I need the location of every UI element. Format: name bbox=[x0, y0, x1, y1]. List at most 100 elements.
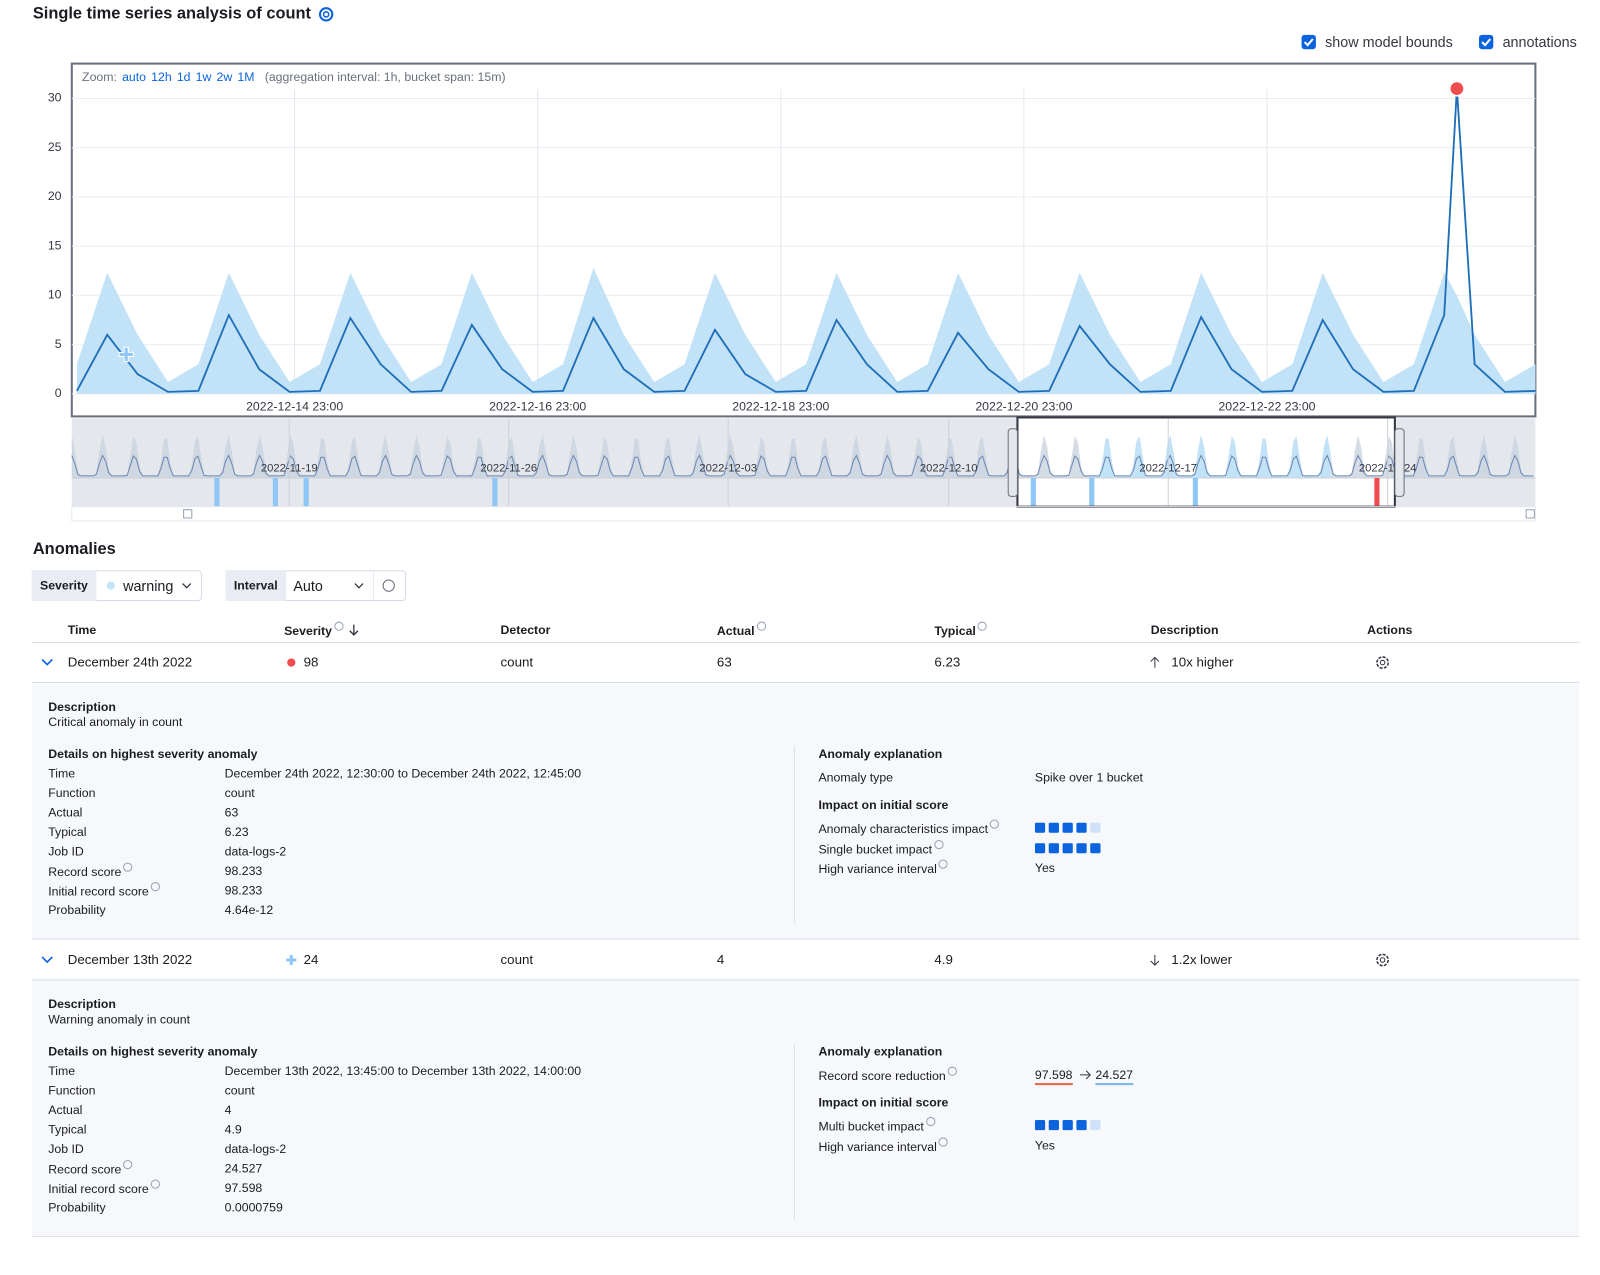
cell-detector: count bbox=[500, 654, 534, 670]
impact-square bbox=[1076, 822, 1087, 833]
panel-divider bbox=[793, 1044, 795, 1221]
impact-square bbox=[1048, 822, 1059, 833]
navigator-label: 2022-11-19 bbox=[261, 463, 318, 475]
help-icon[interactable] bbox=[925, 1116, 936, 1127]
zoom-option[interactable]: 2w bbox=[216, 69, 233, 85]
navigator-label: 2022-12-24 bbox=[1359, 463, 1417, 475]
help-icon[interactable] bbox=[990, 819, 1000, 829]
impact-label: High variance interval bbox=[818, 859, 949, 876]
navigator-line bbox=[71, 454, 1534, 477]
impact-square bbox=[1076, 1119, 1087, 1131]
help-icon[interactable] bbox=[334, 621, 344, 631]
navigator-label: 2022-12-17 bbox=[1139, 463, 1197, 475]
x-tick-label: 2022-12-22 23:00 bbox=[1218, 399, 1315, 413]
details-panel bbox=[31, 980, 1580, 1236]
detail-text: Warning anomaly in count bbox=[48, 1012, 191, 1027]
help-icon[interactable] bbox=[947, 1066, 957, 1076]
explanation-label: Anomaly type bbox=[818, 770, 894, 785]
field-value: data-logs-2 bbox=[224, 844, 287, 859]
impact-square bbox=[1034, 822, 1046, 833]
y-tick-label: 0 bbox=[55, 386, 62, 400]
field-value: data-logs-2 bbox=[224, 1141, 287, 1156]
model-bounds bbox=[76, 267, 1536, 394]
zoom-option[interactable]: auto bbox=[122, 69, 147, 85]
direction-arrow bbox=[1150, 656, 1160, 668]
row-divider bbox=[31, 1235, 1580, 1237]
help-icon[interactable] bbox=[123, 862, 133, 872]
cell-actual: 4 bbox=[716, 951, 725, 968]
help-icon bbox=[322, 11, 330, 18]
help-icon[interactable] bbox=[756, 621, 766, 631]
column-header: Typical bbox=[934, 621, 988, 639]
impact-label: Anomaly characteristics impact bbox=[818, 819, 1000, 836]
row-divider bbox=[31, 642, 1580, 644]
zoom-info: (aggregation interval: 1h, bucket span: … bbox=[264, 69, 506, 85]
field-label: Record score bbox=[48, 862, 133, 880]
y-tick-label: 5 bbox=[55, 337, 62, 351]
checkbox[interactable] bbox=[1478, 34, 1494, 50]
field-label: Initial record score bbox=[48, 882, 161, 899]
filter-value[interactable]: warning bbox=[123, 577, 174, 594]
checkbox[interactable] bbox=[1301, 34, 1316, 50]
help-icon[interactable] bbox=[150, 882, 161, 892]
help-icon[interactable] bbox=[934, 839, 944, 849]
checkbox-label: annotations bbox=[1502, 33, 1577, 51]
impact-square bbox=[1048, 1119, 1059, 1131]
cell-severity: 24 bbox=[303, 951, 319, 968]
check-mark bbox=[1303, 38, 1314, 47]
field-value: 4.9 bbox=[224, 1122, 242, 1137]
detail-heading: Details on highest severity anomaly bbox=[48, 746, 258, 762]
check-mark bbox=[1481, 38, 1492, 47]
zoom-option[interactable]: 1w bbox=[195, 69, 212, 85]
field-value: 24.527 bbox=[224, 1161, 263, 1176]
impact-meter bbox=[1034, 1119, 1101, 1131]
field-label: Time bbox=[48, 1063, 76, 1078]
cell-time: December 13th 2022 bbox=[67, 951, 193, 968]
field-value: count bbox=[224, 1083, 255, 1098]
zoom-option[interactable]: 12h bbox=[151, 69, 172, 85]
impact-label: High variance interval bbox=[818, 1136, 949, 1154]
impact-meter bbox=[1034, 842, 1101, 853]
detail-heading: Impact on initial score bbox=[818, 797, 949, 813]
y-tick-label: 15 bbox=[48, 238, 62, 252]
direction-arrow bbox=[1150, 954, 1160, 966]
navigator-handle[interactable] bbox=[1007, 428, 1018, 497]
field-label: Actual bbox=[48, 805, 83, 820]
scroll-handle bbox=[1525, 509, 1535, 519]
actions-gear[interactable] bbox=[1373, 653, 1391, 671]
x-tick-label: 2022-12-20 23:00 bbox=[975, 399, 1072, 413]
page-title: Single time series analysis of count bbox=[32, 5, 311, 23]
field-value: 4.64e-12 bbox=[224, 902, 274, 917]
navigator-handle[interactable] bbox=[1394, 428, 1405, 497]
help-icon[interactable] bbox=[150, 1179, 161, 1189]
cell-typical: 4.9 bbox=[934, 951, 953, 968]
details-panel bbox=[31, 683, 1580, 939]
section-title: Anomalies bbox=[32, 540, 116, 558]
cell-description: 1.2x lower bbox=[1171, 951, 1233, 968]
field-label: Typical bbox=[48, 1122, 87, 1137]
field-value: 6.23 bbox=[224, 824, 249, 839]
actions-gear[interactable] bbox=[1373, 951, 1391, 969]
column-header: Time bbox=[67, 622, 97, 637]
explanation-value: Spike over 1 bucket bbox=[1034, 770, 1143, 785]
filter-value[interactable]: Auto bbox=[293, 577, 323, 594]
field-label: Function bbox=[48, 785, 96, 800]
help-icon[interactable] bbox=[123, 1159, 133, 1170]
cell-detector: count bbox=[500, 951, 534, 968]
swimlane-cell bbox=[492, 477, 498, 507]
field-label: Function bbox=[48, 1083, 96, 1098]
zoom-option[interactable]: 1M bbox=[237, 69, 255, 85]
zoom-label: Zoom: bbox=[82, 69, 117, 85]
y-tick-label: 25 bbox=[48, 140, 62, 154]
zoom-option[interactable]: 1d bbox=[176, 69, 191, 85]
impact-value: Yes bbox=[1034, 860, 1055, 875]
panel-divider bbox=[793, 746, 795, 924]
y-tick-label: 20 bbox=[48, 189, 62, 203]
navigator-label: 2022-12-10 bbox=[920, 463, 978, 475]
help-icon[interactable] bbox=[977, 621, 988, 631]
help-icon[interactable] bbox=[938, 1136, 949, 1147]
chevron bbox=[354, 583, 364, 589]
swimlane-cell bbox=[1374, 477, 1380, 507]
detail-text: Critical anomaly in count bbox=[48, 714, 183, 730]
help-icon[interactable] bbox=[938, 859, 949, 869]
